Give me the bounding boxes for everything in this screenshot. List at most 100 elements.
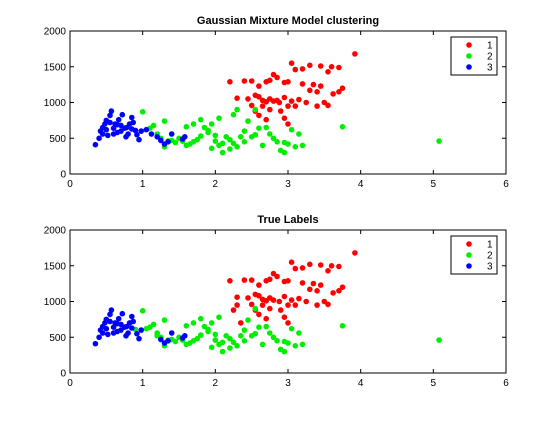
data-point xyxy=(158,336,164,343)
y-tick-label: 2000 xyxy=(44,226,67,237)
data-point xyxy=(263,79,270,85)
data-point xyxy=(277,307,284,313)
data-point xyxy=(92,141,99,148)
data-point xyxy=(314,103,320,109)
data-point xyxy=(259,142,266,149)
data-point xyxy=(165,139,171,145)
data-point xyxy=(339,124,346,130)
data-point xyxy=(212,331,219,338)
y-axis: 0 500 1000 1500 2000 xyxy=(44,226,506,380)
data-point xyxy=(307,286,313,293)
data-point xyxy=(107,311,113,318)
data-point xyxy=(241,327,248,333)
data-point xyxy=(248,78,255,84)
data-point xyxy=(270,71,277,78)
data-point xyxy=(336,89,342,95)
data-point xyxy=(325,268,331,274)
y-axis: 0 500 1000 1500 2000 xyxy=(44,27,506,181)
data-point xyxy=(248,333,255,339)
data-point xyxy=(296,330,302,336)
data-point xyxy=(299,66,306,72)
data-point xyxy=(307,87,313,94)
data-point xyxy=(198,116,204,123)
data-point xyxy=(138,128,144,134)
data-point xyxy=(267,131,273,137)
y-tick-label: 0 xyxy=(60,369,66,380)
legend-marker xyxy=(466,252,472,258)
data-point xyxy=(248,277,255,283)
legend-marker xyxy=(466,64,472,70)
data-point xyxy=(183,323,190,329)
data-point xyxy=(281,293,288,300)
data-point xyxy=(281,314,288,321)
data-point xyxy=(317,63,324,69)
y-tick-label: 500 xyxy=(49,333,66,344)
data-point xyxy=(223,134,229,140)
data-point xyxy=(129,114,135,121)
data-point xyxy=(230,307,237,313)
data-point xyxy=(321,298,328,305)
data-point xyxy=(281,149,288,156)
data-point xyxy=(143,325,150,332)
y-tick-label: 1000 xyxy=(44,297,67,308)
data-point xyxy=(277,108,284,114)
data-point xyxy=(263,323,270,330)
legend-box xyxy=(450,235,498,275)
x-tick-label: 6 xyxy=(503,179,509,190)
data-point xyxy=(299,81,306,87)
data-point xyxy=(270,334,277,341)
data-point xyxy=(154,134,160,140)
data-point xyxy=(270,270,277,277)
data-point xyxy=(115,315,122,322)
data-point xyxy=(296,295,302,302)
data-point xyxy=(123,124,130,131)
data-point xyxy=(143,126,150,133)
data-point xyxy=(198,332,204,338)
data-point xyxy=(216,142,222,149)
data-point xyxy=(281,338,288,345)
data-point xyxy=(92,340,99,347)
data-point xyxy=(212,337,219,343)
data-point xyxy=(317,83,324,89)
data-point xyxy=(330,290,336,296)
data-point xyxy=(129,313,135,320)
data-point xyxy=(252,305,259,312)
data-point xyxy=(307,261,313,268)
data-point xyxy=(161,317,168,323)
data-point xyxy=(227,278,233,284)
legend-box xyxy=(450,36,498,76)
data-point xyxy=(336,263,342,270)
data-point xyxy=(234,95,240,101)
data-point xyxy=(339,284,346,291)
data-point xyxy=(267,106,273,113)
data-point xyxy=(230,339,237,346)
data-point xyxy=(216,115,222,121)
x-tick-label: 3 xyxy=(285,378,291,389)
data-point xyxy=(336,288,342,294)
y-tick-label: 1500 xyxy=(44,62,67,73)
data-point xyxy=(168,330,175,336)
data-point xyxy=(292,265,299,272)
data-point xyxy=(96,334,102,341)
data-point xyxy=(310,280,317,287)
data-point xyxy=(241,78,248,84)
data-point xyxy=(248,301,255,308)
data-point xyxy=(161,118,168,124)
data-point xyxy=(227,146,233,152)
data-point xyxy=(105,331,111,338)
data-point xyxy=(216,341,222,348)
legend-marker xyxy=(466,42,472,48)
data-point xyxy=(436,337,442,343)
data-point xyxy=(317,282,324,288)
legend-marker xyxy=(466,53,472,59)
data-point xyxy=(281,94,288,101)
legend-label: 2 xyxy=(487,52,493,63)
x-tick-label: 1 xyxy=(140,378,146,389)
data-point xyxy=(241,128,248,134)
data-point xyxy=(288,98,295,104)
data-point xyxy=(296,96,302,103)
data-point xyxy=(148,131,155,137)
data-point xyxy=(208,121,215,127)
